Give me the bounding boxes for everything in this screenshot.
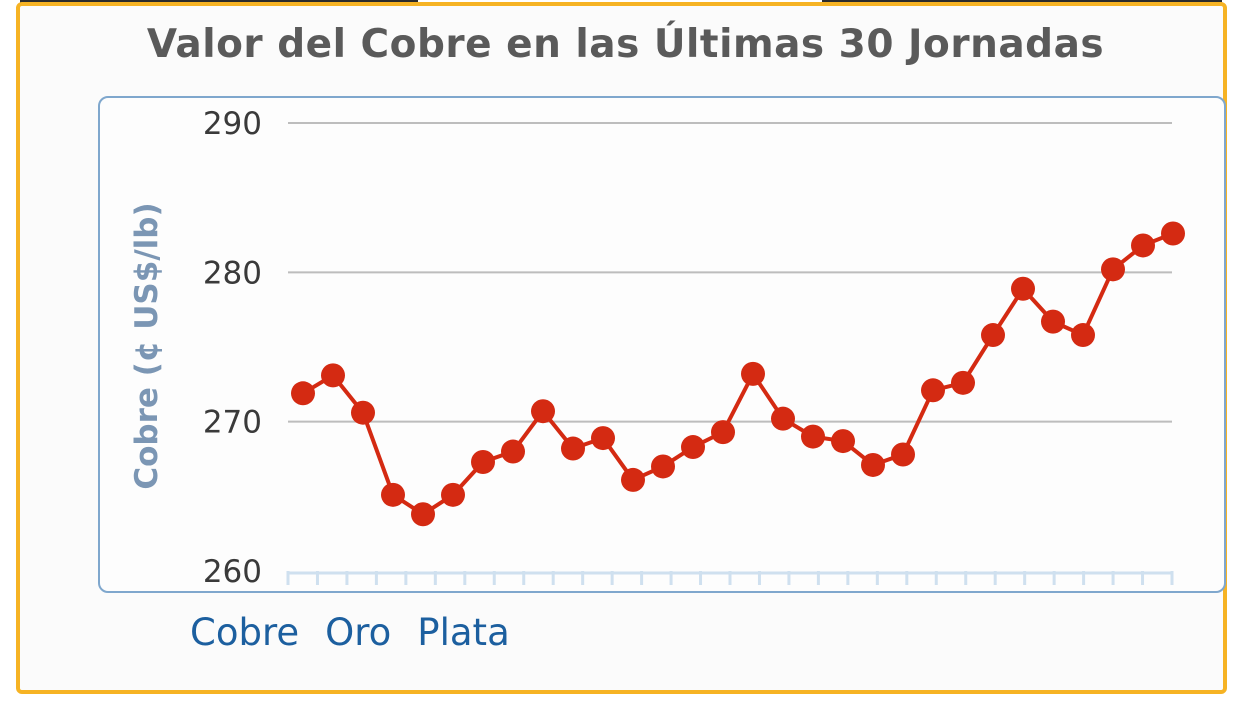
- data-point[interactable]: [561, 436, 585, 461]
- chart-card: Valor del Cobre en las Últimas 30 Jornad…: [16, 2, 1227, 694]
- data-point[interactable]: [321, 363, 345, 388]
- data-point[interactable]: [471, 449, 495, 474]
- data-point[interactable]: [891, 442, 915, 467]
- series-line-0: [301, 231, 1174, 517]
- data-point[interactable]: [501, 439, 525, 464]
- data-point[interactable]: [861, 452, 885, 477]
- data-point[interactable]: [381, 482, 405, 507]
- data-point[interactable]: [831, 429, 855, 454]
- data-point[interactable]: [741, 361, 765, 386]
- y-tick-label-280: 280: [203, 255, 262, 291]
- data-point[interactable]: [591, 426, 615, 451]
- data-point[interactable]: [351, 400, 375, 425]
- data-point[interactable]: [441, 482, 465, 507]
- data-point[interactable]: [531, 399, 555, 424]
- y-tick-label-270: 270: [203, 405, 262, 441]
- data-point[interactable]: [651, 454, 675, 479]
- chart-title: Valor del Cobre en las Últimas 30 Jornad…: [146, 22, 1105, 67]
- data-point[interactable]: [771, 406, 795, 431]
- metal-tabs: Cobre Oro Plata: [190, 614, 510, 651]
- y-tick-label-260: 260: [203, 554, 262, 590]
- data-point[interactable]: [951, 370, 975, 395]
- data-point[interactable]: [291, 381, 315, 406]
- data-point[interactable]: [411, 502, 435, 527]
- y-axis-title: Cobre (¢ US$/lb): [129, 202, 165, 489]
- y-tick-label-290: 290: [203, 106, 262, 142]
- tab-oro[interactable]: Oro: [325, 611, 392, 654]
- tab-cobre[interactable]: Cobre: [190, 611, 300, 654]
- data-point[interactable]: [1041, 309, 1065, 334]
- data-point[interactable]: [1101, 257, 1125, 282]
- data-point[interactable]: [921, 378, 945, 403]
- data-point[interactable]: [1131, 233, 1155, 258]
- data-point[interactable]: [711, 420, 735, 445]
- data-point[interactable]: [1161, 221, 1185, 246]
- data-point[interactable]: [801, 424, 825, 449]
- data-point[interactable]: [681, 435, 705, 460]
- tab-plata[interactable]: Plata: [417, 611, 510, 654]
- data-point[interactable]: [1011, 276, 1035, 301]
- data-point[interactable]: [621, 467, 645, 492]
- plot-area-border: [98, 96, 1226, 593]
- data-point[interactable]: [1071, 323, 1095, 348]
- data-point[interactable]: [981, 323, 1005, 348]
